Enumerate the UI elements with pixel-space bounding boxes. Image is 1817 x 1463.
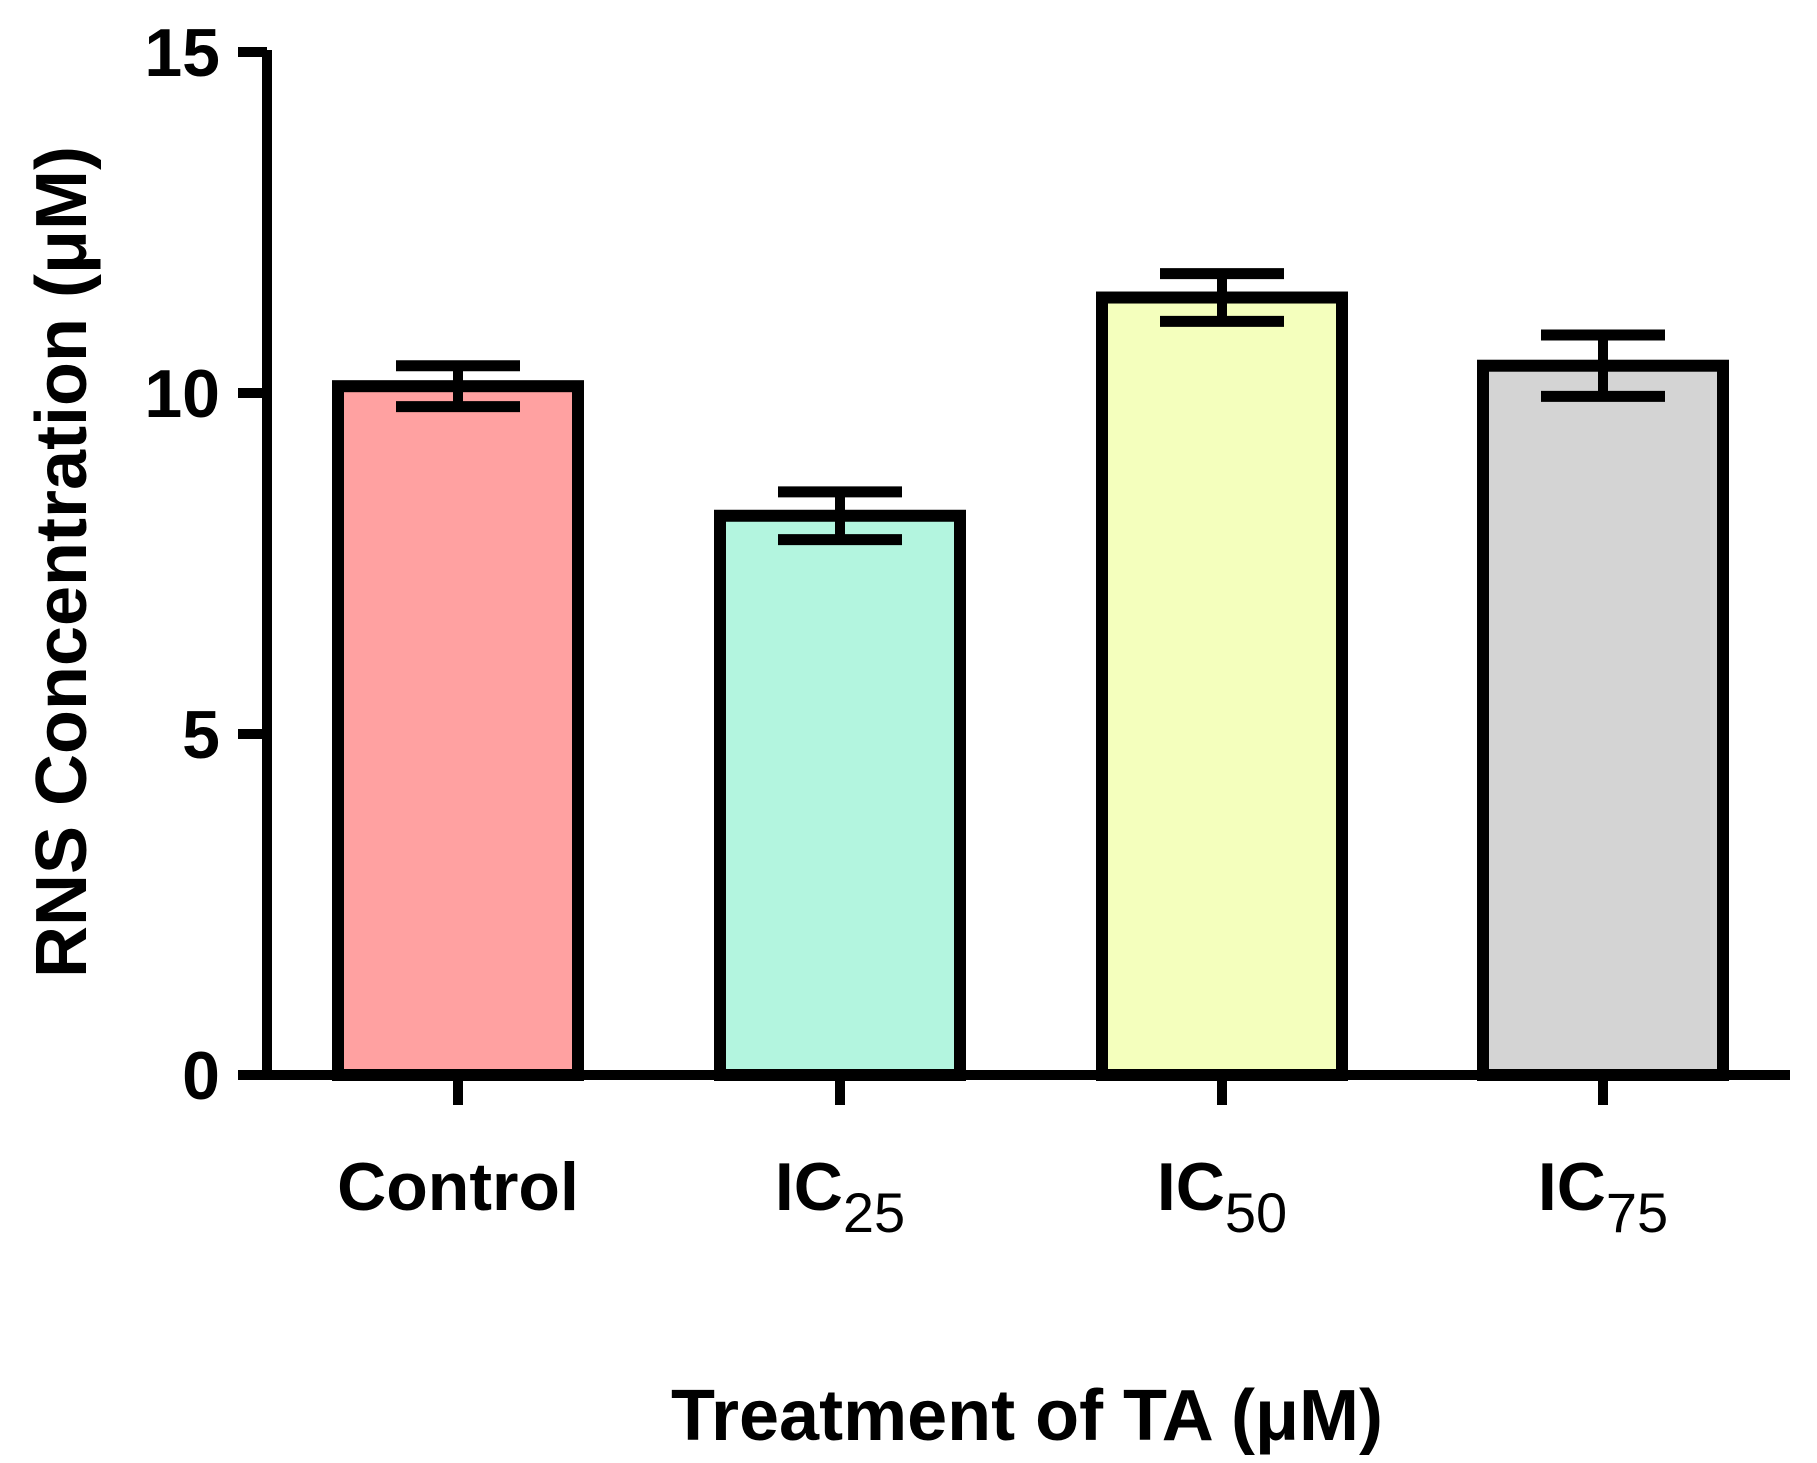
bars-layer (332, 291, 1729, 1082)
x-tick-label-3: IC75 (1538, 1149, 1668, 1244)
bar-3 (1477, 359, 1729, 1082)
y-ticks: 0 5 10 15 (144, 15, 267, 1114)
y-tick-label-2: 10 (144, 356, 220, 432)
x-axis-title: Treatment of TA (μM) (671, 1376, 1383, 1456)
x-tick-label-2: IC50 (1157, 1149, 1287, 1244)
y-tick-label-1: 5 (182, 697, 220, 773)
error-bar-1 (778, 486, 902, 546)
x-tick-label-0: Control (337, 1149, 579, 1225)
x-tick-label-1: IC25 (775, 1149, 905, 1244)
bar-0 (332, 380, 584, 1081)
axes (238, 50, 1790, 1080)
error-bar-0 (396, 360, 520, 413)
error-bars-layer (396, 268, 1665, 546)
error-bar-3 (1541, 329, 1665, 402)
y-tick-label-3: 15 (144, 15, 220, 91)
y-tick-label-0: 0 (182, 1038, 220, 1114)
bar-1 (714, 509, 966, 1081)
bar-2 (1096, 291, 1348, 1081)
y-axis-title: RNS Concentration (μM) (22, 146, 102, 978)
x-ticks: Control IC25 IC50 IC75 (337, 1075, 1668, 1244)
error-bar-2 (1160, 268, 1284, 327)
